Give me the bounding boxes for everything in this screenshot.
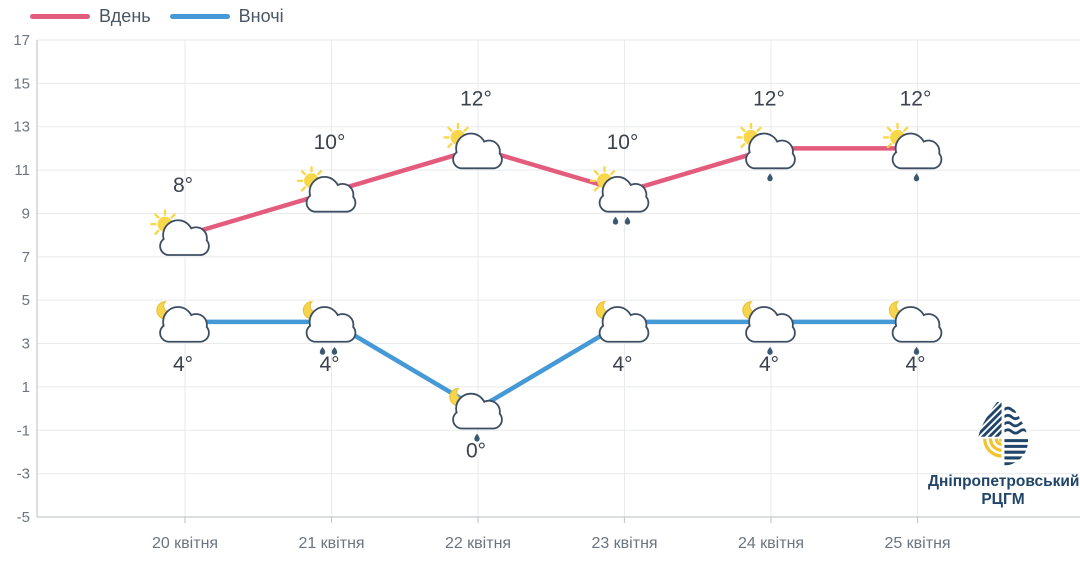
water-drop-logo-icon <box>977 402 1029 466</box>
y-axis-label: 3 <box>22 336 30 353</box>
night-series-line <box>182 319 920 411</box>
org-name-line2: РЦГМ <box>981 490 1025 508</box>
y-axis-label: 5 <box>22 292 30 309</box>
night-line-swatch <box>169 14 230 19</box>
sun-cloud-icon <box>443 122 503 170</box>
rain-drop-icon <box>612 216 619 225</box>
legend-label-night: Вночі <box>238 6 284 26</box>
day-point-label: 10° <box>607 131 639 154</box>
sun-cloud-rain-icon <box>882 122 943 182</box>
moon-cloud-rain-icon <box>742 301 796 355</box>
y-axis-label: -5 <box>17 509 30 526</box>
rain-drop-icon <box>913 173 920 182</box>
y-axis-label: 7 <box>22 249 30 266</box>
x-axis-label: 23 квітня <box>591 535 657 552</box>
sun-cloud-rain-icon <box>589 166 650 225</box>
x-axis-label: 24 квітня <box>738 535 804 552</box>
night-point-label: 0° <box>466 440 486 463</box>
legend-label-day: Вдень <box>99 6 151 26</box>
y-axis-label: 1 <box>22 379 30 396</box>
rain-drop-icon <box>331 346 338 355</box>
day-point-label: 8° <box>173 174 193 197</box>
day-point-label: 12° <box>753 87 785 110</box>
y-axis-label: 17 <box>13 32 30 49</box>
y-axis-label: 13 <box>13 119 30 136</box>
org-name-line1: Дніпропетровський <box>928 473 1080 490</box>
y-axis-label: -1 <box>17 422 30 439</box>
night-point-label: 4° <box>173 353 193 376</box>
moon-cloud-rain-icon <box>449 387 503 442</box>
rain-drop-icon <box>474 433 480 442</box>
x-axis-label: 21 квітня <box>298 535 364 552</box>
moon-cloud-rain-icon <box>888 301 943 355</box>
rain-drop-icon <box>319 346 326 355</box>
day-point-label: 12° <box>460 87 492 110</box>
rain-drop-icon <box>767 346 773 355</box>
sun-cloud-rain-icon <box>736 122 796 182</box>
x-axis-label: 22 квітня <box>445 535 511 552</box>
moon-cloud-rain-icon <box>302 301 357 355</box>
night-point-label: 4° <box>905 353 925 376</box>
day-point-label: 10° <box>314 131 346 154</box>
moon-cloud-icon <box>156 301 210 343</box>
rain-drop-icon <box>624 216 631 225</box>
night-point-label: 4° <box>319 353 339 376</box>
day-series-line <box>182 146 920 238</box>
moon-cloud-icon <box>595 301 650 343</box>
day-point-label: 12° <box>900 87 932 110</box>
sun-cloud-icon <box>150 209 210 256</box>
x-axis-label: 20 квітня <box>152 535 218 552</box>
rain-drop-icon <box>913 346 920 355</box>
y-axis-label: -3 <box>17 466 30 483</box>
y-axis-label: 11 <box>14 162 30 179</box>
legend-item-night[interactable]: Вночі <box>169 6 284 27</box>
chart-legend: Вдень Вночі <box>30 6 284 27</box>
org-logo: Дніпропетровський РЦГМ <box>928 392 1080 509</box>
rain-drop-icon <box>767 173 773 182</box>
legend-item-day[interactable]: Вдень <box>30 6 151 27</box>
night-point-label: 4° <box>759 353 779 376</box>
sun-cloud-icon <box>296 166 357 213</box>
x-axis-label: 25 квітня <box>884 535 950 552</box>
y-axis-label: 15 <box>13 75 30 92</box>
day-line-swatch <box>30 14 90 19</box>
y-axis-label: 9 <box>22 205 30 222</box>
night-point-label: 4° <box>612 353 632 376</box>
